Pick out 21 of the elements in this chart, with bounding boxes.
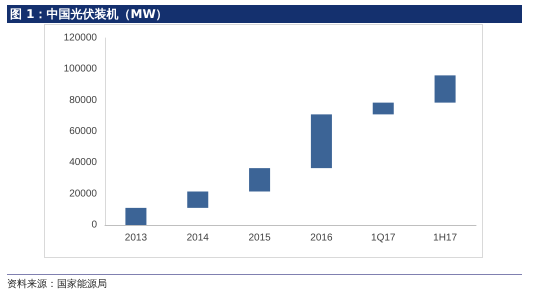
x-tick-label: 2013: [124, 232, 148, 244]
bar: [434, 75, 456, 103]
x-tick-label: 2016: [310, 232, 333, 244]
x-tick-label: 1Q17: [371, 232, 396, 244]
y-tick-label: 60000: [69, 126, 98, 137]
bar: [125, 208, 146, 225]
x-tick-label: 1H17: [433, 232, 458, 244]
bar: [310, 114, 332, 168]
x-tick-label: 2014: [186, 232, 210, 244]
y-tick-label: 80000: [69, 94, 98, 106]
x-tick-label: 2015: [248, 232, 272, 244]
y-tick-label: 40000: [69, 157, 98, 168]
chart-title: 图 1：中国光伏装机（MW）: [7, 5, 522, 23]
y-tick-label: 120000: [64, 32, 98, 44]
bar: [187, 191, 208, 208]
text: 资料来源：国家能源局: [7, 278, 107, 291]
y-tick-label: 100000: [64, 64, 98, 75]
y-tick-label: 0: [91, 220, 98, 230]
bar: [372, 102, 394, 114]
bar: [249, 168, 270, 192]
y-tick-label: 20000: [69, 188, 98, 200]
